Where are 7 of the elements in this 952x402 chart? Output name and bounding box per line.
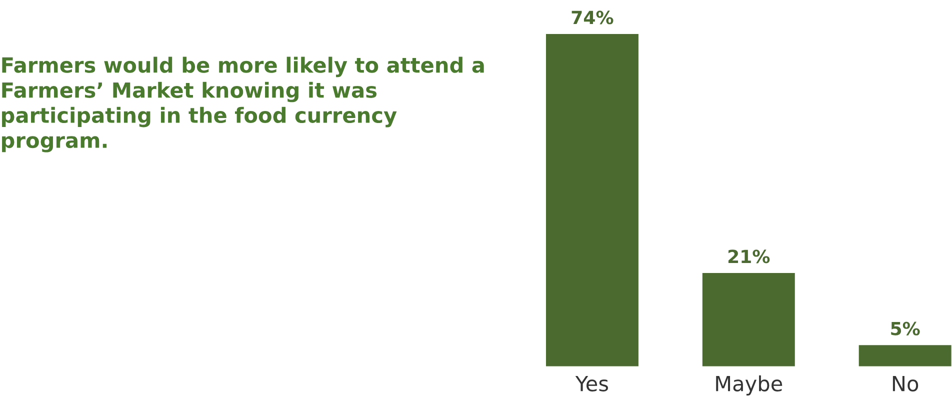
data-label: 74% <box>572 10 614 24</box>
x-tick-label: Yes <box>575 376 608 392</box>
x-tick-label: Maybe <box>716 375 782 396</box>
x-tick-label: No <box>892 376 918 392</box>
data-label: 5% <box>891 322 920 336</box>
data-label: 21% <box>728 250 770 264</box>
text: Farmers would be more likely to attend a Farmers’ Market knowing it was participating in the food currency program. <box>2 56 484 152</box>
